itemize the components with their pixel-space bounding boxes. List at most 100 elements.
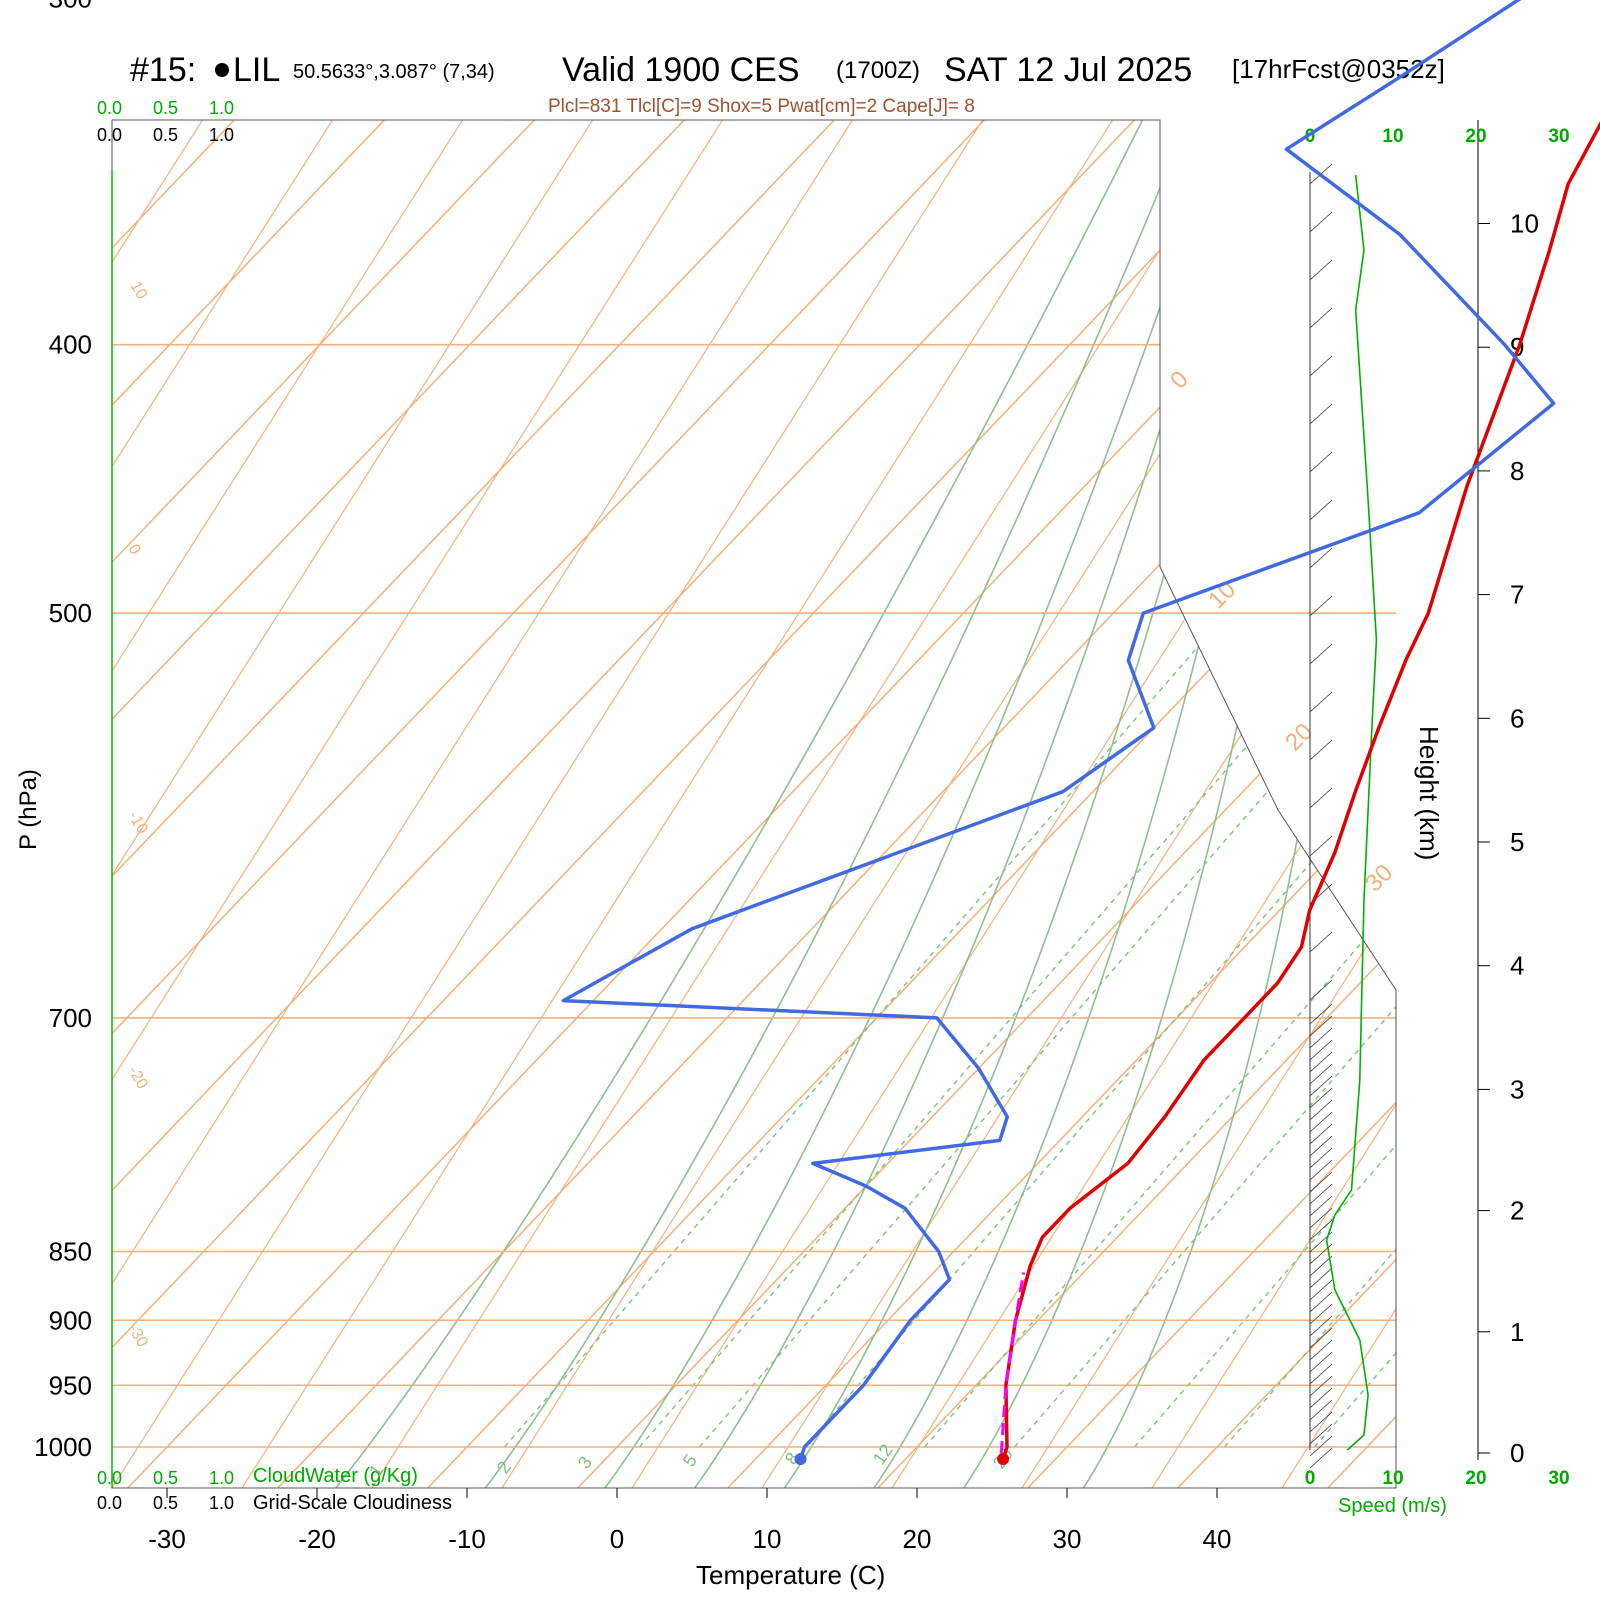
mixing-ratio-line	[503, 344, 1396, 1448]
dry-adiabat-line	[761, 120, 1396, 1488]
speed-bottom-tick-label: 30	[1548, 1468, 1569, 1489]
x-tick-label: 10	[753, 1524, 782, 1554]
bottom-cloudiness-tick-0: 0.0	[97, 1493, 122, 1513]
height-tick-label: 7	[1510, 580, 1524, 610]
profiles	[561, 0, 1600, 1465]
dry-adiabat-line	[112, 120, 1396, 1488]
chart-header: #15: LIL 50.5633°,3.087° (7,34) Valid 19…	[130, 51, 1445, 117]
mixing-ratio-line	[803, 344, 1396, 1448]
isotherm-line	[560, 120, 1396, 1488]
wind-barb	[1309, 1375, 1333, 1397]
mixing-ratio-line	[1133, 344, 1396, 1448]
x-tick-label: -10	[448, 1524, 486, 1554]
cloudwater-label: CloudWater (g/Kg)	[253, 1465, 418, 1487]
isotherm-label: 20	[1280, 718, 1318, 756]
isotherm-label: 10	[1203, 576, 1241, 614]
speed-bottom-tick-label: 10	[1382, 1468, 1403, 1489]
isotherm-line	[112, 120, 908, 1488]
isotherm-label: 0	[1165, 366, 1194, 395]
station-name: LIL	[233, 51, 280, 89]
wind-barb	[1309, 1159, 1333, 1181]
station-prefix: #15:	[130, 51, 196, 89]
plot-border	[111, 119, 1397, 1489]
isotherm-line	[112, 120, 458, 1488]
top-cloudwater-tick-0: 0.0	[97, 98, 122, 118]
wind-barb	[1309, 595, 1333, 617]
height-tick-label: 1	[1510, 1317, 1524, 1347]
wind-barb	[1309, 691, 1333, 713]
wind-barb	[1309, 1315, 1333, 1337]
dry-adiabat-line	[112, 120, 1253, 1488]
bottom-cloudiness-tick-1: 0.5	[153, 1493, 178, 1513]
wind-barb	[1309, 1339, 1333, 1361]
wind-barb	[1309, 1255, 1333, 1277]
bottom-cloudwater-tick-0: 0.0	[97, 1468, 122, 1488]
wind-barb	[1309, 739, 1333, 761]
wind-barb	[1309, 1411, 1333, 1433]
top-cloudiness-tick-1: 0.5	[153, 125, 178, 145]
top-cloudiness-tick-2: 1.0	[209, 125, 234, 145]
wind-barb	[1309, 1051, 1333, 1073]
wind-barb	[1309, 1147, 1333, 1169]
wind-barb	[1309, 1075, 1333, 1097]
wind-barb	[1309, 1003, 1333, 1025]
wind-barb	[1309, 979, 1333, 1001]
dry-adiabat-line	[631, 120, 1396, 1488]
isotherm-label: 0	[125, 542, 144, 558]
wind-barb	[1309, 1219, 1333, 1241]
isotherm-line	[112, 120, 608, 1488]
wind-barb	[1309, 259, 1333, 281]
wind-barb	[1309, 1267, 1333, 1289]
wind-barb	[1309, 1327, 1333, 1349]
isotherm-line	[112, 120, 1396, 1488]
dry-adiabat-line	[112, 120, 1123, 1488]
dry-adiabat-line	[371, 120, 1396, 1488]
wind-barb	[1309, 1387, 1333, 1409]
dry-adiabat-line	[891, 120, 1396, 1488]
mixing-ratio-line	[1223, 344, 1396, 1448]
mixing-ratio-label: 12	[869, 1440, 897, 1468]
dry-adiabat-line	[112, 120, 733, 1488]
speed-bottom-tick-label: 20	[1465, 1468, 1486, 1489]
utc-time: (1700Z)	[836, 57, 920, 84]
wind-barb	[1309, 1423, 1333, 1445]
dry-adiabat-line	[1542, 0, 1600, 1488]
wind-barb	[1309, 1027, 1333, 1049]
wind-barb	[1309, 1015, 1333, 1037]
wind-barb	[1309, 1135, 1333, 1157]
wind-barb	[1309, 1207, 1333, 1229]
moist-adiabat-line	[320, 120, 1334, 1488]
moist-adiabat-line	[470, 120, 1341, 1488]
isotherm-line	[710, 120, 1396, 1488]
wind-barb	[1309, 1171, 1333, 1193]
isotherm-line	[1010, 120, 1396, 1488]
dry-adiabat-line	[112, 120, 1383, 1488]
wind-barb	[1309, 1435, 1333, 1457]
speed-top-tick-label: 20	[1465, 126, 1486, 147]
isotherm-label: 10	[127, 279, 151, 303]
sounding-indices: Plcl=831 Tlcl[C]=9 Shox=5 Pwat[cm]=2 Cap…	[548, 96, 975, 117]
wind-barb	[1309, 403, 1333, 425]
height-tick-label: 5	[1510, 827, 1524, 857]
top-cloudwater-tick-1: 0.5	[153, 98, 178, 118]
dry-adiabat-line	[112, 120, 863, 1488]
mixing-ratio-label: 5	[679, 1451, 701, 1471]
station-dot-icon	[215, 63, 229, 77]
speed-top-tick-label: 10	[1382, 126, 1403, 147]
top-cloudiness-tick-0: 0.0	[97, 125, 122, 145]
speed-top-tick-label: 0	[1305, 126, 1316, 147]
x-axis-label: Temperature (C)	[696, 1560, 885, 1590]
isobars: 2503004005007008509009501000	[34, 0, 1396, 1462]
dry-adiabat-line	[112, 120, 993, 1488]
wind-barb	[1309, 307, 1333, 329]
dry-adiabat-line	[112, 120, 213, 1488]
x-tick-label: -30	[148, 1524, 186, 1554]
wind-barb	[1309, 547, 1333, 569]
height-tick-label: 3	[1510, 1074, 1524, 1104]
wind-barb	[1309, 1303, 1333, 1325]
wind-barb	[1309, 1099, 1333, 1121]
wind-barb	[1309, 1063, 1333, 1085]
isotherm-line	[112, 120, 1396, 1488]
